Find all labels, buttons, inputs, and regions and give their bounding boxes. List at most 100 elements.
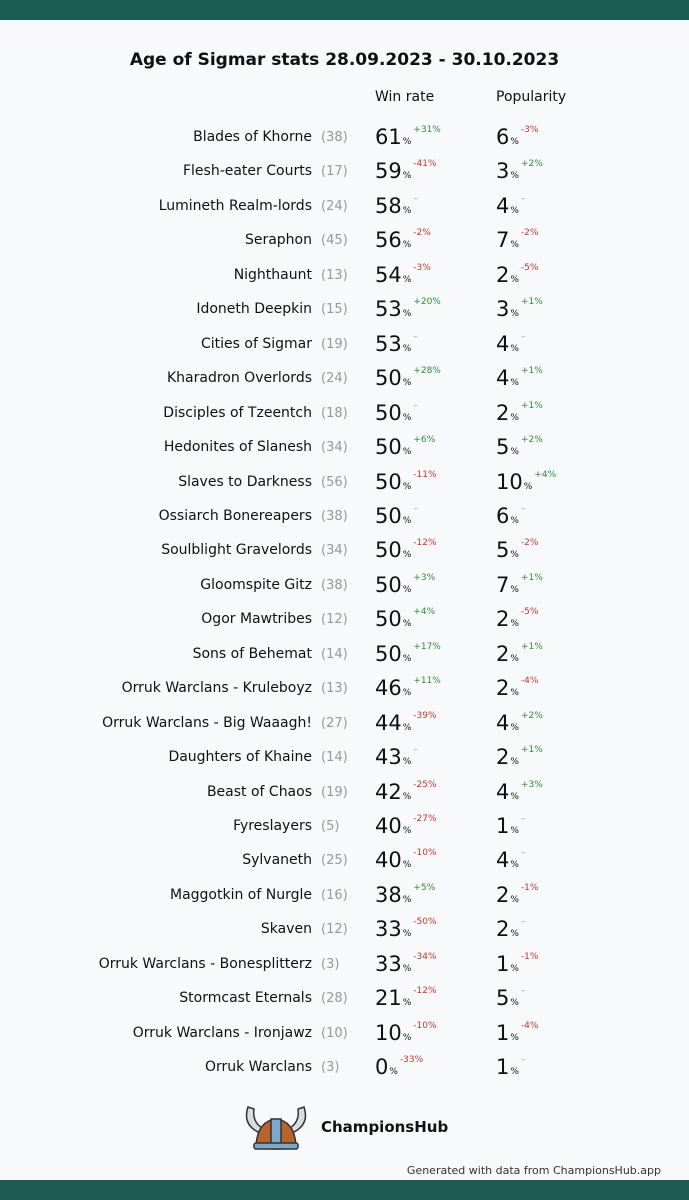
stat-cell: 4%+2% <box>496 711 543 735</box>
stat-cell: 5%+2% <box>496 435 543 459</box>
stat-cell: 42%-25% <box>375 780 437 804</box>
unit: % <box>510 722 519 733</box>
stat-value: 59 <box>375 159 402 184</box>
stat-value: 3 <box>496 297 510 322</box>
stat-cell: 58%– <box>375 194 418 218</box>
games: (27) <box>321 715 348 731</box>
unit: % <box>510 1032 519 1043</box>
stat-value: 1 <box>496 1055 510 1080</box>
unit: % <box>510 584 519 595</box>
unit: % <box>402 309 412 320</box>
faction: Orruk Warclans - Big Waaagh! <box>102 714 312 731</box>
unit: % <box>510 171 519 182</box>
change: +4% <box>413 607 436 618</box>
stat-cell: 3%+1% <box>496 297 543 321</box>
faction: Ogor Mawtribes <box>201 611 312 628</box>
stat-value: 42 <box>375 779 402 804</box>
stat-cell: 59%-41% <box>375 159 437 183</box>
games: (13) <box>321 267 348 283</box>
stat-cell: 1%-1% <box>496 952 538 976</box>
unit: % <box>402 205 412 216</box>
faction: Gloomspite Gitz <box>200 576 312 593</box>
change: -1% <box>520 882 539 893</box>
unit: % <box>510 963 519 974</box>
games: (28) <box>321 991 348 1007</box>
games: (56) <box>321 474 348 490</box>
change: -33% <box>399 1055 424 1066</box>
change: +5% <box>413 882 436 893</box>
change: +3% <box>520 779 543 790</box>
change: -4% <box>520 676 539 687</box>
bottom-bar <box>0 1180 689 1200</box>
stat-value: 50 <box>375 538 402 563</box>
change: -10% <box>413 1020 437 1031</box>
change: – <box>520 503 526 514</box>
stat-cell: 6%– <box>496 504 525 528</box>
games: (14) <box>321 750 348 766</box>
change: -12% <box>413 538 437 549</box>
unit: % <box>510 757 519 768</box>
stat-cell: 3%+2% <box>496 159 543 183</box>
unit: % <box>402 963 412 974</box>
games: (14) <box>321 646 348 662</box>
unit: % <box>402 757 412 768</box>
unit: % <box>510 412 519 423</box>
stat-cell: 5%– <box>496 986 525 1010</box>
change: +20% <box>413 297 441 308</box>
games: (25) <box>321 853 348 869</box>
change: -34% <box>413 951 437 962</box>
unit: % <box>510 826 519 836</box>
change: – <box>413 400 418 411</box>
stat-value: 50 <box>375 435 402 460</box>
change: +2% <box>520 435 543 446</box>
stat-value: 44 <box>375 710 402 735</box>
faction: Ossiarch Bonereapers <box>158 507 312 524</box>
stat-value: 33 <box>375 951 402 976</box>
unit: % <box>510 205 519 216</box>
unit: % <box>389 1067 398 1078</box>
stat-cell: 7%-2% <box>496 228 538 252</box>
stat-value: 61 <box>375 125 402 149</box>
stat-value: 53 <box>375 297 402 322</box>
stat-cell: 46%+11% <box>375 676 441 700</box>
stat-value: 5 <box>496 435 510 460</box>
unit: % <box>402 447 412 458</box>
stat-cell: 2%-5% <box>496 607 538 631</box>
stat-cell: 40%-10% <box>375 848 437 872</box>
unit: % <box>402 860 412 871</box>
stat-value: 4 <box>496 848 510 873</box>
stat-value: 4 <box>496 366 510 391</box>
change: +17% <box>413 641 441 652</box>
faction: Kharadron Overlords <box>166 370 312 387</box>
games: (34) <box>321 543 348 559</box>
stat-cell: 43%– <box>375 745 418 769</box>
unit: % <box>510 343 519 354</box>
faction: Idoneth Deepkin <box>196 301 312 318</box>
games: (45) <box>321 233 348 249</box>
stat-cell: 2%+1% <box>496 745 543 769</box>
unit: % <box>510 515 519 526</box>
stat-value: 4 <box>496 331 510 356</box>
stat-value: 40 <box>375 848 402 873</box>
games: (18) <box>321 405 348 421</box>
stat-value: 2 <box>496 917 510 942</box>
change: -5% <box>520 262 539 273</box>
stat-cell: 7%+1% <box>496 573 543 597</box>
stat-cell: 53%– <box>375 332 418 356</box>
stat-cell: 10%-10% <box>375 1021 437 1045</box>
stat-value: 21 <box>375 986 402 1011</box>
stat-value: 50 <box>375 607 402 632</box>
stat-cell: 6%-3% <box>496 125 538 149</box>
change: – <box>520 331 526 342</box>
stat-value: 5 <box>496 538 510 563</box>
change: -25% <box>413 779 437 790</box>
change: -3% <box>520 125 539 135</box>
stat-cell: 54%-3% <box>375 263 431 287</box>
stat-cell: 50%+6% <box>375 435 435 459</box>
stat-cell: 50%– <box>375 504 418 528</box>
stat-cell: 50%-12% <box>375 538 437 562</box>
stat-value: 1 <box>496 1020 510 1045</box>
change: -12% <box>413 986 437 997</box>
games: (24) <box>321 371 348 387</box>
faction: Slaves to Darkness <box>178 473 312 490</box>
